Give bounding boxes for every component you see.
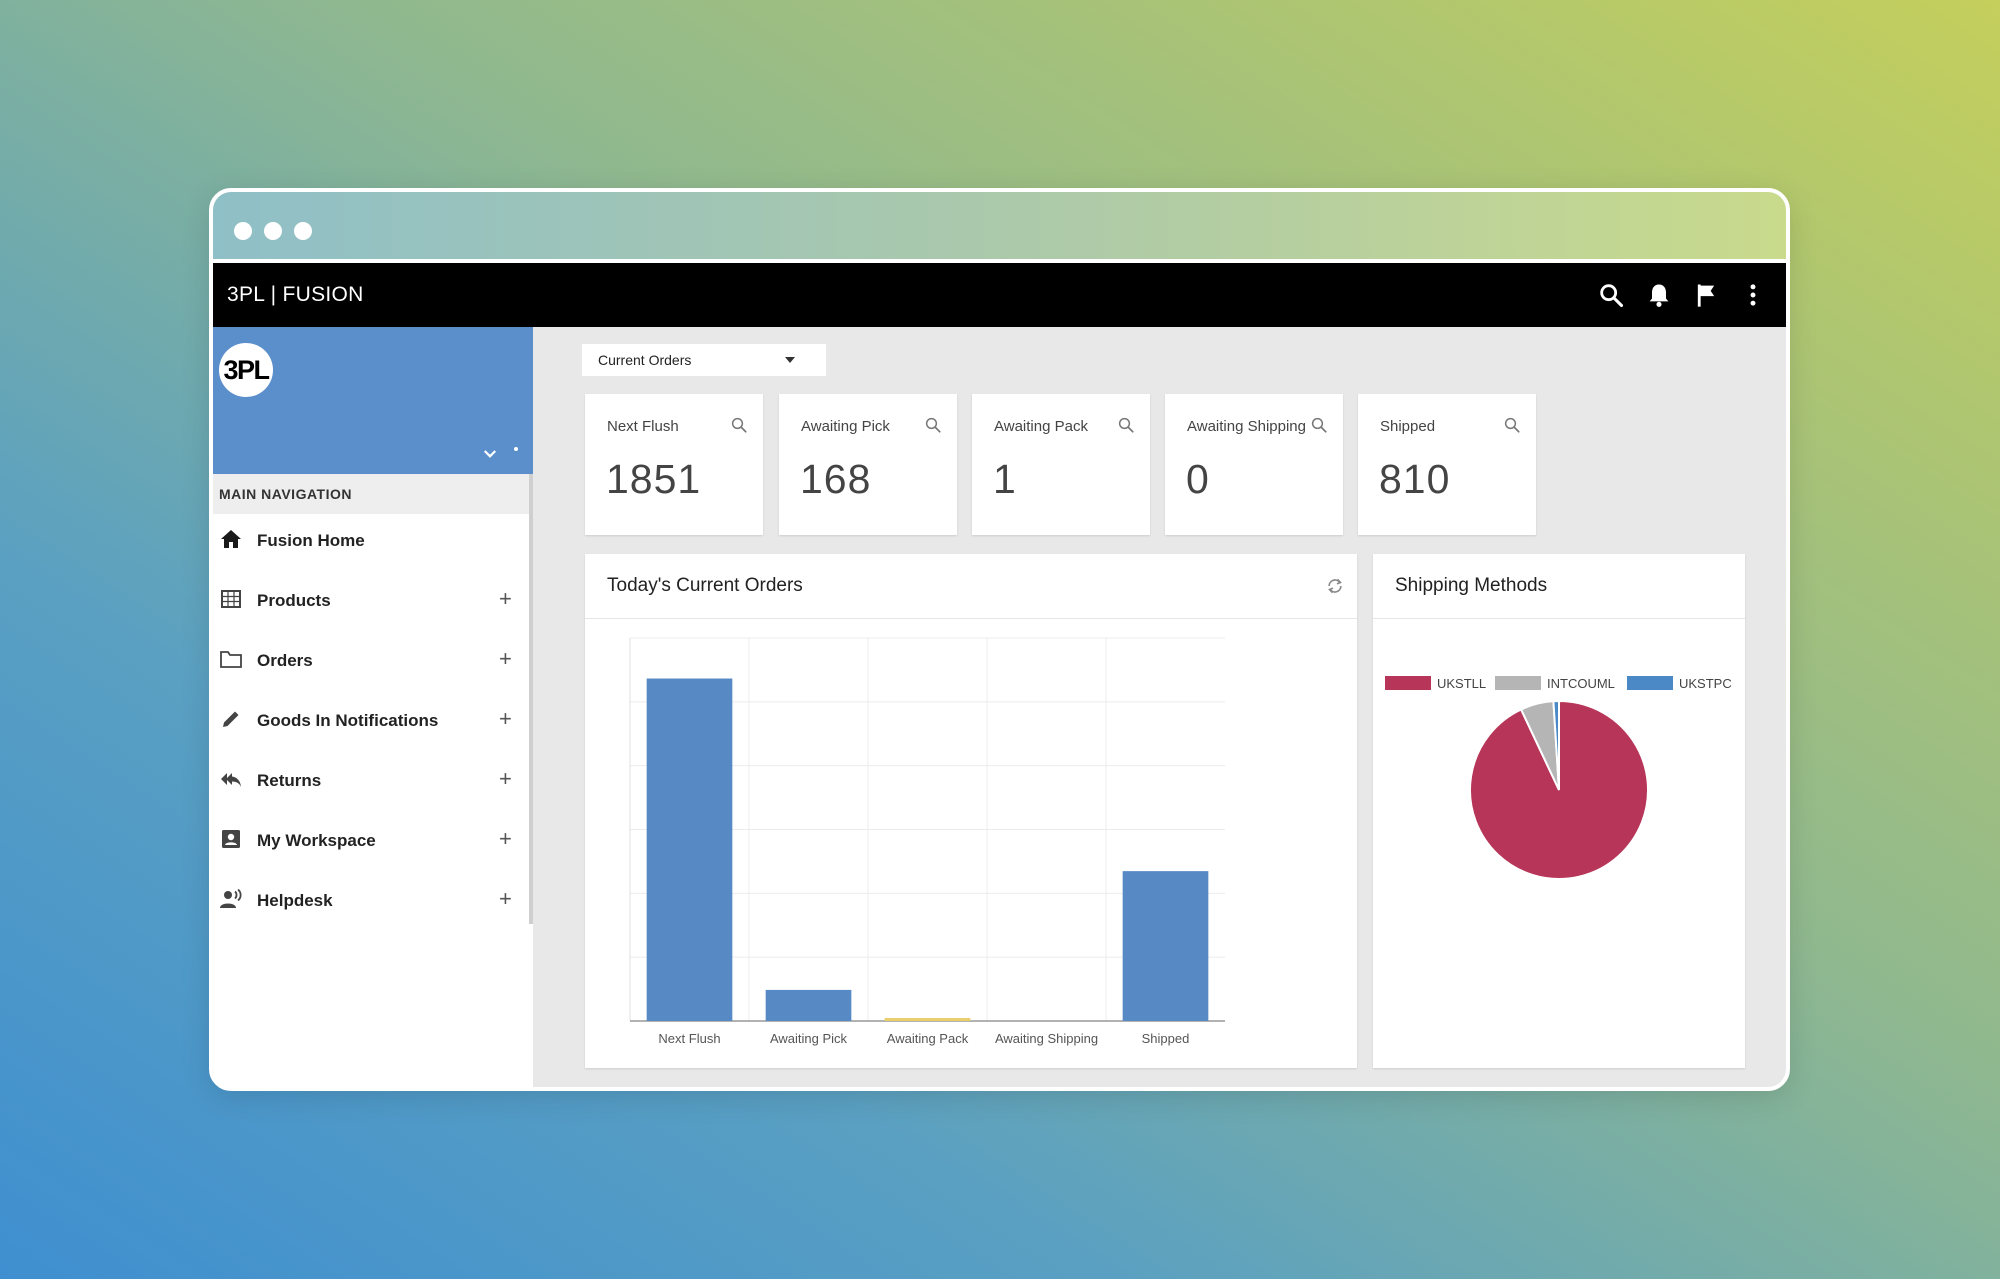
pie-slice-ukstpc	[1552, 699, 1560, 791]
legend-label-ukstll: UKSTLL	[1437, 676, 1486, 691]
stat-value: 1851	[606, 456, 702, 502]
app-window: 3PL | FUSION 3PL MAIN NAVIGATION	[209, 188, 1790, 1091]
sidebar-item-fusion-home[interactable]: Fusion Home	[213, 517, 529, 563]
pencil-icon	[223, 711, 239, 727]
grid-icon	[221, 590, 241, 608]
support-person-icon	[220, 888, 242, 908]
expand-plus-icon[interactable]: +	[499, 706, 512, 731]
legend-label-intcouml: INTCOUML	[1547, 676, 1615, 691]
orders-bar-chart: Next Flush Awaiting Pick Awaiting Pack Awai…	[629, 637, 1225, 1046]
expand-plus-icon[interactable]: +	[499, 886, 512, 911]
window-minimize-dot[interactable]	[264, 222, 282, 240]
stat-label: Awaiting Pack	[994, 418, 1088, 435]
sidebar-item-label: Orders	[257, 651, 313, 670]
main-content: Current Orders Next Flush 1851 Awaiting …	[533, 327, 1786, 1087]
window-close-dot[interactable]	[234, 222, 252, 240]
sidebar-item-label: Returns	[257, 771, 322, 790]
panel-title: Today's Current Orders	[607, 575, 803, 596]
expand-plus-icon[interactable]: +	[499, 826, 512, 851]
stat-card-shipped: Shipped 810	[1358, 394, 1536, 535]
folder-icon	[220, 651, 242, 668]
sidebar-scrollbar[interactable]	[529, 474, 533, 924]
refresh-icon[interactable]	[1325, 576, 1345, 596]
person-card-icon	[222, 830, 240, 848]
nav-heading: MAIN NAVIGATION	[213, 474, 529, 514]
bar-awaiting-pack	[884, 1018, 971, 1021]
order-filter-value: Current Orders	[598, 352, 692, 368]
chevron-down-icon[interactable]	[481, 445, 499, 463]
stat-card-awaiting-pick: Awaiting Pick 168	[779, 394, 957, 535]
legend-swatch-ukstpc	[1627, 676, 1673, 690]
search-icon[interactable]	[1117, 416, 1135, 434]
bell-icon[interactable]	[1645, 281, 1673, 309]
sidebar-item-helpdesk[interactable]: Helpdesk +	[213, 877, 529, 923]
search-icon[interactable]	[924, 416, 942, 434]
orders-chart-panel: Today's Current Orders Next Flush Awaitin…	[585, 554, 1357, 1068]
sidebar: 3PL MAIN NAVIGATION Fusion Home Products	[213, 327, 533, 1087]
dropdown-caret-icon	[785, 357, 795, 363]
more-vert-icon[interactable]	[1739, 281, 1767, 309]
sidebar-item-goods-in-notifications[interactable]: Goods In Notifications +	[213, 697, 529, 743]
bar-awaiting-pick	[765, 989, 852, 1021]
stat-label: Awaiting Shipping	[1187, 418, 1306, 435]
stat-value: 0	[1186, 456, 1210, 502]
x-tick-label: Awaiting Pick	[770, 1031, 848, 1046]
sidebar-item-returns[interactable]: Returns +	[213, 757, 529, 803]
expand-plus-icon[interactable]: +	[499, 766, 512, 791]
app-title: 3PL | FUSION	[227, 283, 364, 306]
stat-label: Shipped	[1380, 418, 1436, 435]
search-icon[interactable]	[1597, 281, 1625, 309]
sidebar-item-label: My Workspace	[257, 831, 376, 850]
window-maximize-dot[interactable]	[294, 222, 312, 240]
sidebar-item-label: Products	[257, 591, 331, 610]
sidebar-item-label: Fusion Home	[257, 531, 365, 550]
legend-label-ukstpc: UKSTPC	[1679, 676, 1732, 691]
reply-all-icon	[221, 773, 241, 787]
home-icon	[221, 530, 241, 548]
stat-value: 810	[1379, 456, 1451, 502]
search-icon[interactable]	[1310, 416, 1328, 434]
legend-swatch-ukstll	[1385, 676, 1431, 690]
sidebar-item-label: Goods In Notifications	[257, 711, 439, 730]
flag-icon[interactable]	[1692, 281, 1720, 309]
panel-divider	[585, 618, 1357, 619]
app-bar: 3PL | FUSION	[213, 263, 1786, 327]
x-tick-label: Awaiting Pack	[887, 1031, 969, 1046]
stat-label: Next Flush	[607, 418, 679, 435]
panel-divider	[1373, 618, 1745, 619]
expand-plus-icon[interactable]: +	[499, 586, 512, 611]
sidebar-item-label: Helpdesk	[257, 891, 333, 910]
panel-title: Shipping Methods	[1395, 575, 1548, 596]
stat-card-awaiting-shipping: Awaiting Shipping 0	[1165, 394, 1343, 535]
sidebar-item-products[interactable]: Products +	[213, 577, 529, 623]
x-tick-label: Next Flush	[658, 1031, 720, 1046]
shipping-methods-panel: Shipping Methods UKSTLL INTCOUML UKSTPC	[1373, 554, 1745, 1068]
shipping-pie-chart: UKSTLL INTCOUML UKSTPC	[1385, 676, 1732, 880]
sidebar-item-my-workspace[interactable]: My Workspace +	[213, 817, 529, 863]
expand-plus-icon[interactable]: +	[499, 646, 512, 671]
stat-card-next-flush: Next Flush 1851	[585, 394, 763, 535]
x-tick-label: Awaiting Shipping	[995, 1031, 1098, 1046]
stat-label: Awaiting Pick	[801, 418, 890, 435]
stat-value: 1	[993, 456, 1017, 502]
status-dot	[514, 447, 518, 451]
legend-swatch-intcouml	[1495, 676, 1541, 690]
order-filter-select[interactable]: Current Orders	[582, 344, 826, 376]
bar-next-flush	[646, 678, 733, 1021]
bar-shipped	[1122, 871, 1209, 1021]
sidebar-header: 3PL	[213, 327, 533, 474]
window-titlebar	[213, 192, 1786, 263]
stat-card-awaiting-pack: Awaiting Pack 1	[972, 394, 1150, 535]
stat-value: 168	[800, 456, 872, 502]
search-icon[interactable]	[1503, 416, 1521, 434]
sidebar-item-orders[interactable]: Orders +	[213, 637, 529, 683]
search-icon[interactable]	[730, 416, 748, 434]
x-tick-label: Shipped	[1142, 1031, 1190, 1046]
brand-logo: 3PL	[219, 343, 273, 397]
